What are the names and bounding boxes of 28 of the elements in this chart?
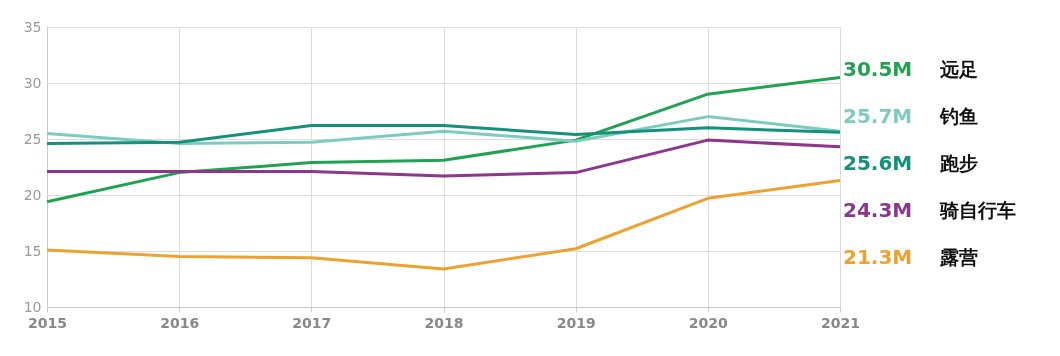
x-tick-label: 2015	[28, 314, 67, 331]
y-tick-label: 25	[23, 130, 42, 147]
text: 21.3M	[843, 245, 913, 269]
x-tick-label: 2019	[556, 314, 596, 331]
y-tick-label: 10	[23, 298, 42, 315]
x-tick-label: 2016	[160, 314, 200, 331]
line-series	[45, 138, 842, 178]
y-tick-label: 30	[23, 74, 42, 91]
text: 24.3M	[843, 198, 913, 222]
line-series	[45, 115, 842, 145]
x-tick-label: 2018	[424, 314, 464, 331]
text: 骑自行车	[939, 199, 1016, 221]
line-series	[45, 178, 842, 271]
line-series	[45, 75, 842, 204]
text: 钓鱼	[939, 105, 978, 127]
y-tick-label: 35	[23, 18, 42, 35]
text: 30.5M	[843, 57, 913, 81]
line-series	[45, 124, 842, 145]
text: 跑步	[939, 152, 978, 174]
x-tick-label: 2017	[292, 314, 332, 331]
text: 远足	[939, 58, 978, 80]
text: 25.7M	[843, 104, 913, 128]
x-tick-label: 2021	[821, 314, 860, 331]
text: 25.6M	[843, 151, 913, 175]
y-tick-label: 20	[23, 186, 42, 203]
y-tick-label: 15	[23, 242, 42, 259]
text: 露营	[939, 246, 978, 268]
x-tick-label: 2020	[688, 314, 729, 331]
